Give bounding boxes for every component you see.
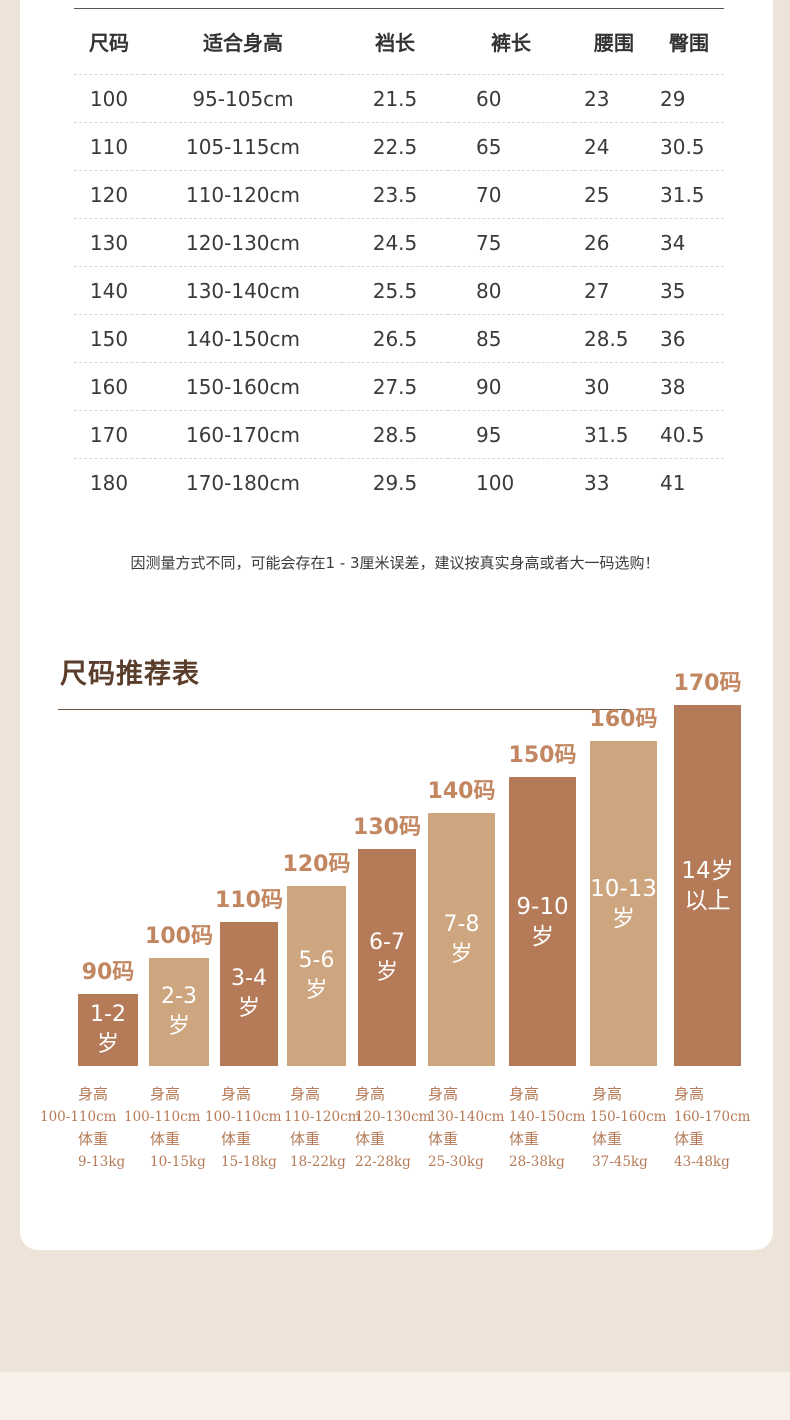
- table-cell: 170-180cm: [185, 470, 301, 495]
- table-row: 170 160-170cm 28.5 95 31.5 40.5: [74, 410, 724, 459]
- table-cell: 38: [654, 362, 724, 411]
- table-row: 160 150-160cm 27.5 90 30 38: [74, 362, 724, 411]
- table-cell: 26: [574, 218, 654, 267]
- table-cell: 24.5: [342, 218, 448, 267]
- table-cell: 25.5: [342, 266, 448, 315]
- table-cell: 120-130cm: [144, 218, 342, 267]
- table-cell: 80: [448, 266, 574, 315]
- measurement-note: 因测量方式不同，可能会存在1 - 3厘米误差，建议按真实身高或者大一码选购！: [130, 554, 660, 572]
- table-cell: 85: [448, 314, 574, 363]
- table-cell: 75: [448, 218, 574, 267]
- table-cell: 105-115cm: [144, 122, 342, 171]
- table-cell: 34: [654, 218, 724, 267]
- bottom-strip: [0, 1372, 790, 1420]
- table-cell: 22.5: [342, 122, 448, 171]
- table-cell: 21.5: [342, 74, 448, 123]
- table-cell: 28.5: [342, 410, 448, 459]
- table-cell: 140: [74, 266, 144, 315]
- column-header: 腰围: [574, 8, 654, 75]
- table-cell: 160-170cm: [144, 410, 342, 459]
- table-cell: 24: [574, 122, 654, 171]
- table-cell: 170: [74, 410, 144, 459]
- table-body: 100 95-105cm 21.5 60 23 29 110 105-115cm 22.5 65 2…: [74, 74, 724, 507]
- table-row: 150 140-150cm 26.5 85 28.5 36: [74, 314, 724, 363]
- table-cell: 100: [74, 74, 144, 123]
- table-cell: 130: [74, 218, 144, 267]
- table-cell: 30.5: [654, 122, 724, 171]
- table-cell: 60: [448, 74, 574, 123]
- table-cell: 100: [476, 470, 515, 495]
- table-row: 140 130-140cm 25.5 80 27 35: [74, 266, 724, 315]
- table-cell: 160: [74, 362, 144, 411]
- table-row: 100 95-105cm 21.5 60 23 29: [74, 74, 724, 123]
- table-cell: 35: [654, 266, 724, 315]
- recommend-title: 尺码推荐表: [60, 659, 200, 690]
- table-cell: 110: [74, 122, 144, 171]
- table-cell: 150: [74, 314, 144, 363]
- table-row: 180 170-180cm 29.5 100 33 41: [74, 459, 724, 507]
- table-cell: 29.5: [372, 470, 418, 495]
- table-row: 130 120-130cm 24.5 75 26 34: [74, 218, 724, 267]
- table-row: 110 105-115cm 22.5 65 24 30.5: [74, 122, 724, 171]
- table-cell: 30: [574, 362, 654, 411]
- column-header: 尺码: [74, 8, 144, 75]
- table-cell: 95-105cm: [144, 74, 342, 123]
- table-header-row: 尺码 适合身高 裆长 裤长 腰围 臀围: [74, 8, 724, 75]
- table-cell: 25: [574, 170, 654, 219]
- table-cell: 150-160cm: [144, 362, 342, 411]
- table-cell: 33: [584, 470, 610, 495]
- size-table: 尺码 适合身高 裆长 裤长 腰围 臀围 100 95-105cm 21.5 60 23 29 110 1…: [74, 8, 724, 506]
- table-cell: 23: [574, 74, 654, 123]
- column-header: 适合身高: [144, 8, 342, 75]
- table-cell: 31.5: [574, 410, 654, 459]
- table-cell: 90: [448, 362, 574, 411]
- table-cell: 70: [448, 170, 574, 219]
- table-cell: 65: [448, 122, 574, 171]
- table-cell: 36: [654, 314, 724, 363]
- table-cell: 27: [574, 266, 654, 315]
- table-cell: 120: [74, 170, 144, 219]
- table-cell: 41: [660, 470, 686, 495]
- column-header: 裤长: [448, 8, 574, 75]
- recommend-divider: [58, 709, 629, 710]
- column-header: 裆长: [342, 8, 448, 75]
- column-header: 臀围: [654, 8, 724, 75]
- table-cell: 27.5: [342, 362, 448, 411]
- table-row: 120 110-120cm 23.5 70 25 31.5: [74, 170, 724, 219]
- table-cell: 26.5: [342, 314, 448, 363]
- table-cell: 130-140cm: [144, 266, 342, 315]
- table-cell: 40.5: [654, 410, 724, 459]
- table-cell: 29: [654, 74, 724, 123]
- table-cell: 31.5: [654, 170, 724, 219]
- table-cell: 28.5: [574, 314, 654, 363]
- table-cell: 180: [89, 470, 129, 495]
- table-cell: 95: [448, 410, 574, 459]
- table-cell: 23.5: [342, 170, 448, 219]
- table-cell: 110-120cm: [144, 170, 342, 219]
- table-cell: 140-150cm: [144, 314, 342, 363]
